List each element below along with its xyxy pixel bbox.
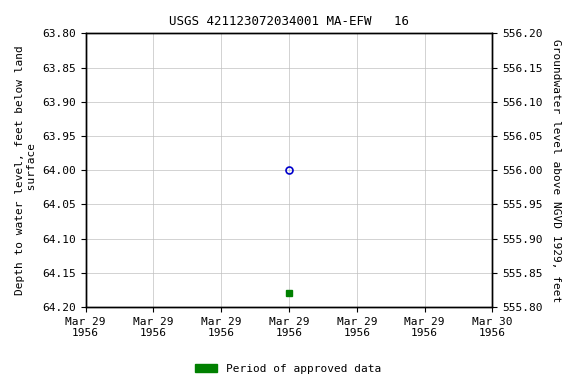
Title: USGS 421123072034001 MA-EFW   16: USGS 421123072034001 MA-EFW 16	[169, 15, 409, 28]
Legend: Period of approved data: Period of approved data	[191, 359, 385, 379]
Y-axis label: Depth to water level, feet below land
 surface: Depth to water level, feet below land su…	[15, 45, 37, 295]
Y-axis label: Groundwater level above NGVD 1929, feet: Groundwater level above NGVD 1929, feet	[551, 38, 561, 302]
